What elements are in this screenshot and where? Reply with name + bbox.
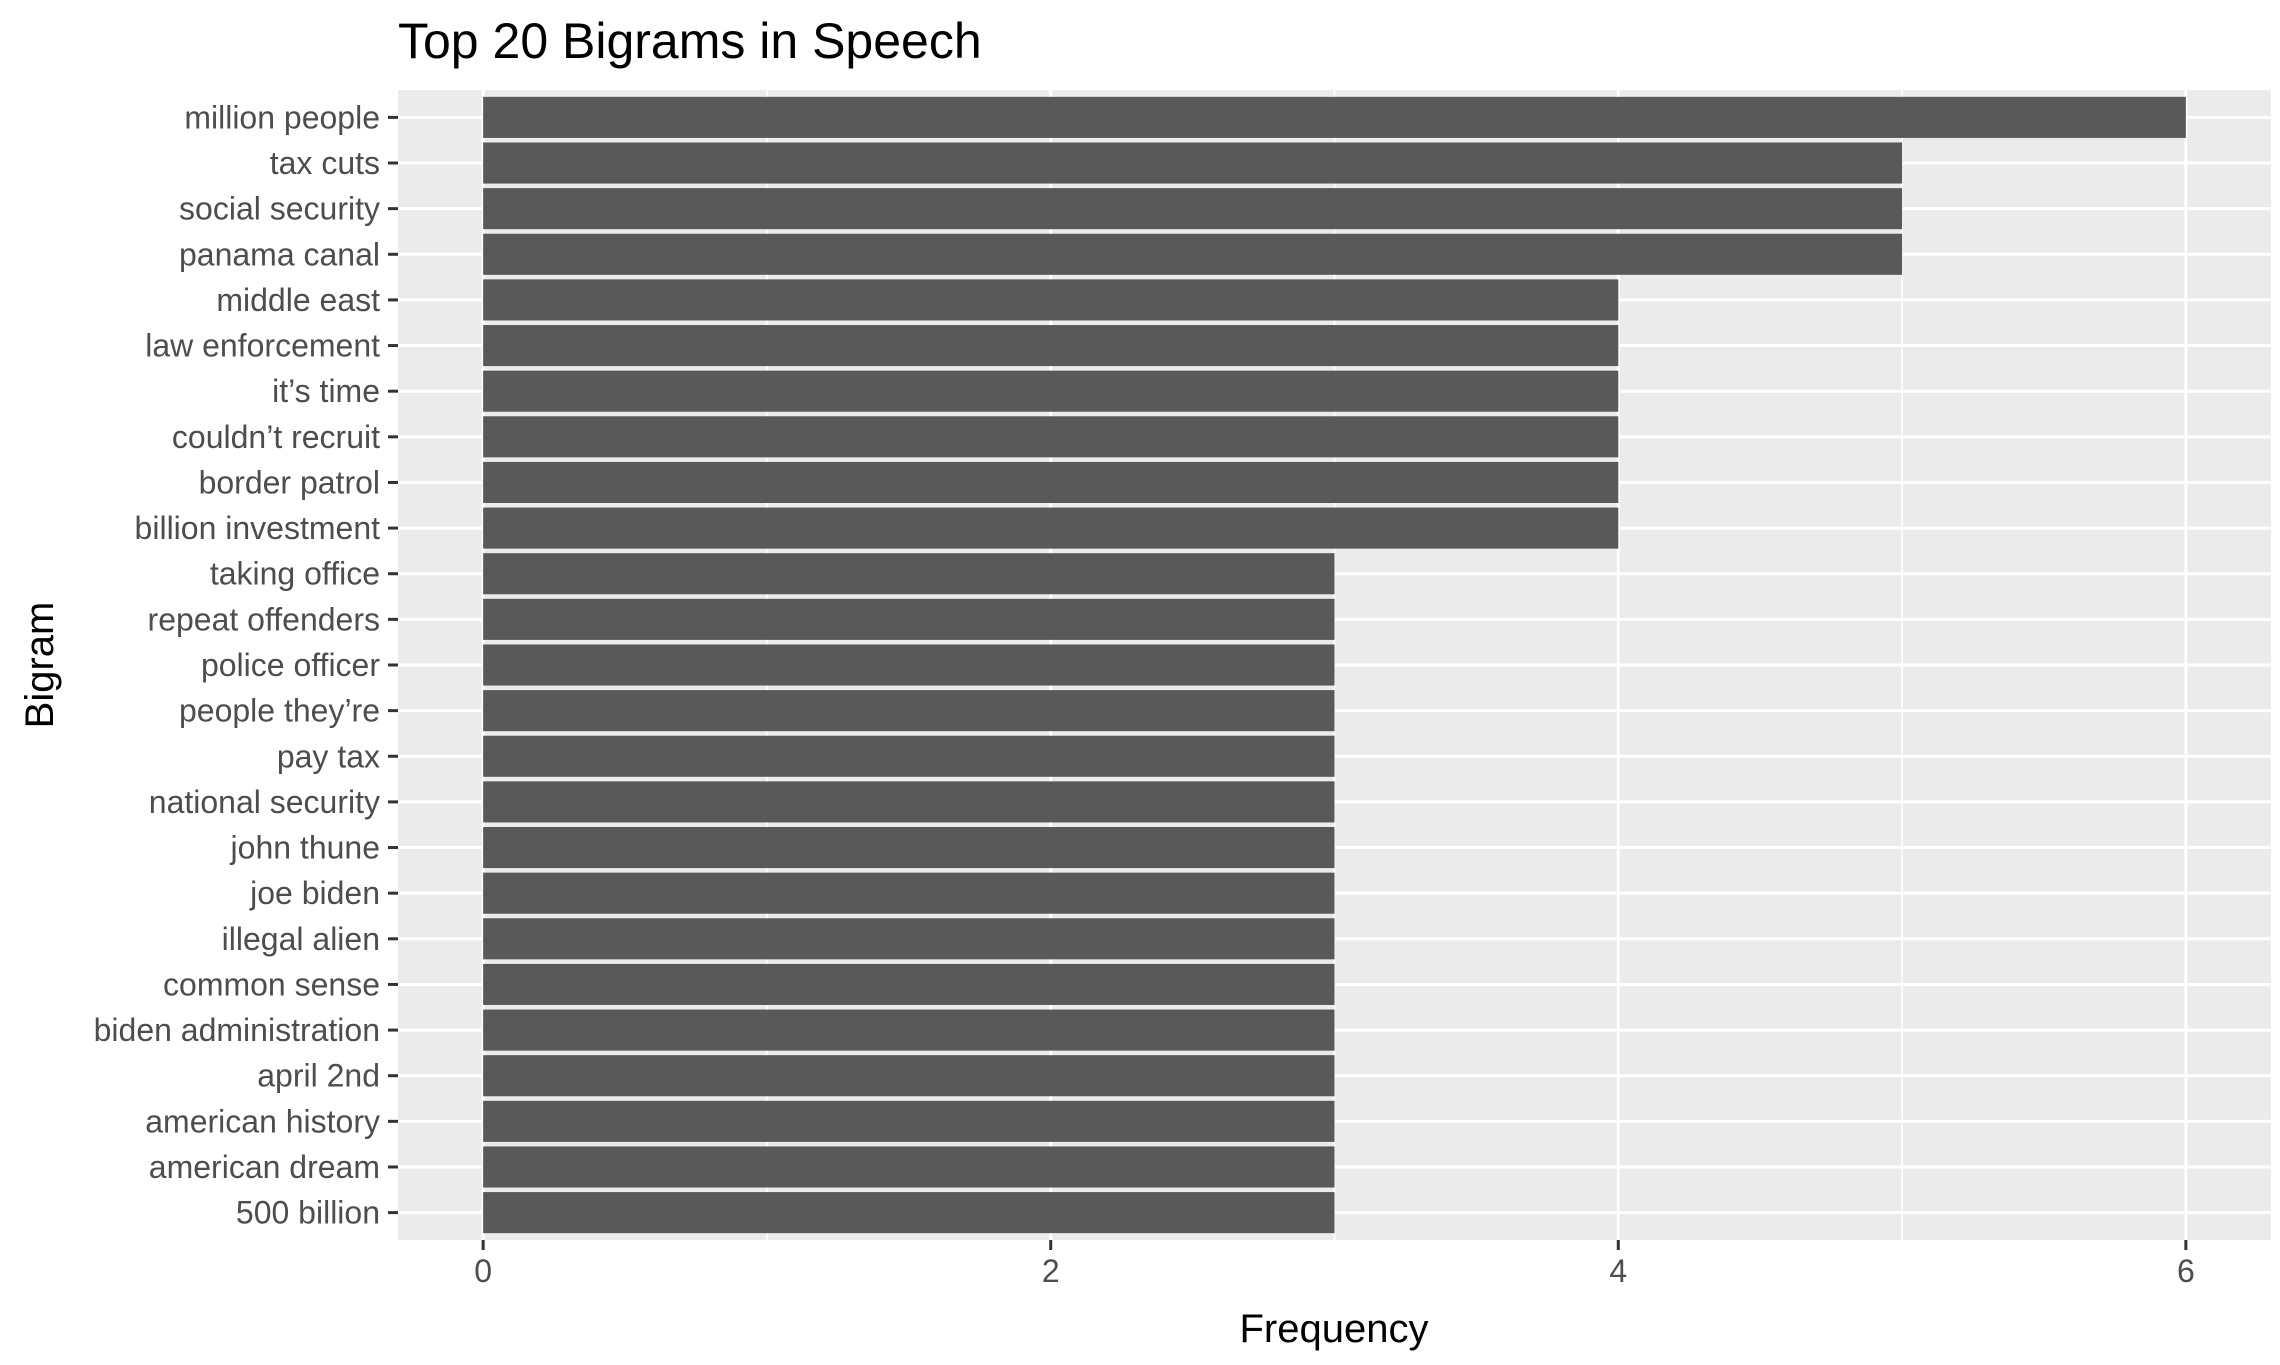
y-tick-label: social security (179, 191, 380, 227)
bar (483, 325, 1618, 366)
x-tick-label: 6 (2177, 1253, 2195, 1289)
bar (483, 644, 1334, 685)
bar (483, 736, 1334, 777)
y-tick-label: 500 billion (236, 1195, 380, 1231)
bar (483, 827, 1334, 868)
y-tick-label: people they’re (179, 693, 380, 729)
bar (483, 188, 1902, 229)
bar (483, 690, 1334, 731)
bar (483, 1192, 1334, 1233)
bar (483, 97, 2186, 138)
y-tick-label: american history (145, 1103, 380, 1139)
bar (483, 964, 1334, 1005)
bar (483, 873, 1334, 914)
x-tick-label: 0 (474, 1253, 492, 1289)
y-axis-title: Bigram (18, 602, 62, 729)
y-tick-label: million people (184, 99, 380, 135)
y-tick-label: border patrol (199, 464, 380, 500)
bar (483, 1055, 1334, 1096)
bar (483, 1010, 1334, 1051)
bar (483, 371, 1618, 412)
y-tick-label: joe biden (249, 875, 380, 911)
y-tick-label: tax cuts (270, 145, 380, 181)
bar (483, 279, 1618, 320)
bar (483, 142, 1902, 183)
bar (483, 781, 1334, 822)
chart-title: Top 20 Bigrams in Speech (398, 13, 982, 69)
bar (483, 508, 1618, 549)
y-tick-label: repeat offenders (148, 601, 380, 637)
y-tick-label: panama canal (179, 236, 380, 272)
y-tick-label: national security (149, 784, 380, 820)
y-tick-label: taking office (210, 556, 380, 592)
bar (483, 918, 1334, 959)
y-tick-label: it’s time (272, 373, 380, 409)
bar (483, 553, 1334, 594)
y-tick-label: billion investment (135, 510, 381, 546)
y-tick-label: illegal alien (222, 921, 380, 957)
y-tick-label: middle east (216, 282, 380, 318)
x-axis-title: Frequency (1240, 1307, 1429, 1351)
y-tick-label: common sense (163, 966, 380, 1002)
y-tick-label: couldn’t recruit (172, 419, 380, 455)
bar (483, 462, 1618, 503)
bar (483, 1146, 1334, 1187)
bar (483, 599, 1334, 640)
x-axis: 0 2 4 6 (474, 1240, 2195, 1289)
y-tick-label: john thune (230, 830, 380, 866)
x-tick-label: 4 (1609, 1253, 1627, 1289)
y-tick-label: police officer (201, 647, 380, 683)
bar (483, 416, 1618, 457)
y-axis: million people tax cuts social security pan… (94, 99, 398, 1230)
y-tick-label: law enforcement (145, 328, 380, 364)
bar (483, 1101, 1334, 1142)
y-tick-label: april 2nd (257, 1058, 380, 1094)
y-tick-label: pay tax (277, 738, 380, 774)
y-tick-label: biden administration (94, 1012, 380, 1048)
y-tick-label: american dream (149, 1149, 380, 1185)
x-tick-label: 2 (1042, 1253, 1060, 1289)
bar (483, 234, 1902, 275)
